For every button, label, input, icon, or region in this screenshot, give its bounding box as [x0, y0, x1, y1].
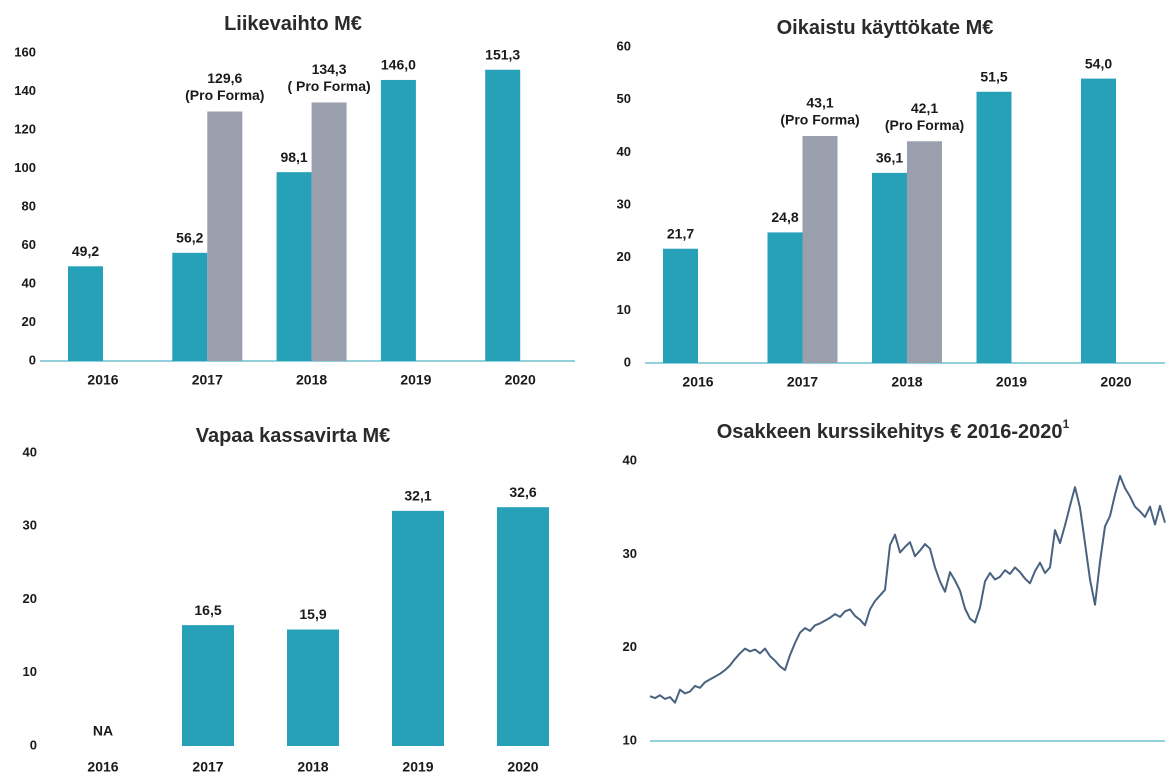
x-tick-label: 2018 — [296, 372, 327, 388]
value-note: (Pro Forma) — [885, 117, 964, 133]
y-tick-label: 120 — [14, 121, 36, 136]
x-tick-label: 2018 — [297, 759, 328, 773]
value-label: 134,3 — [312, 61, 347, 77]
chart-title: Vapaa kassavirta M€ — [196, 425, 391, 447]
title-text: Vapaa kassavirta M€ — [196, 425, 391, 447]
chart-title: Liikevaihto M€ — [224, 13, 362, 35]
chart-title: Osakkeen kurssikehitys € 2016-20201 — [717, 417, 1070, 443]
value-label: 16,5 — [194, 602, 221, 618]
y-tick-label: 60 — [617, 38, 631, 53]
bar — [311, 102, 347, 361]
y-tick-label: 30 — [23, 518, 37, 533]
x-tick-label: 2019 — [402, 759, 433, 773]
value-note: ( Pro Forma) — [287, 78, 370, 94]
value-label: 42,1 — [911, 100, 938, 116]
y-tick-label: 0 — [29, 352, 36, 367]
value-label: 151,3 — [485, 46, 520, 62]
price-line — [649, 474, 1166, 704]
y-tick-label: 80 — [22, 198, 36, 213]
y-tick-label: 20 — [617, 249, 631, 264]
y-tick-label: 10 — [623, 732, 637, 747]
x-tick-label: 2017 — [192, 372, 223, 388]
value-label: 15,9 — [299, 606, 326, 622]
value-label: 98,1 — [280, 149, 307, 165]
title-text: Oikaistu käyttökate M€ — [777, 17, 994, 39]
y-tick-label: 30 — [617, 196, 631, 211]
value-label: 129,6 — [207, 70, 242, 86]
bar — [276, 172, 312, 361]
x-tick-label: 2018 — [891, 374, 922, 390]
x-tick-label: 2020 — [505, 372, 536, 388]
value-label: 36,1 — [876, 150, 903, 166]
y-tick-label: 30 — [623, 546, 637, 561]
value-label: 51,5 — [980, 68, 1007, 84]
bar — [872, 172, 907, 363]
y-tick-label: 40 — [623, 452, 637, 467]
y-tick-label: 10 — [617, 302, 631, 317]
chart-title: Oikaistu käyttökate M€ — [777, 17, 994, 39]
value-label: 24,8 — [771, 209, 798, 225]
bar — [907, 141, 942, 363]
x-tick-label: 2020 — [1100, 374, 1131, 390]
y-tick-label: 40 — [22, 275, 36, 290]
y-tick-label: 0 — [624, 354, 631, 369]
bar — [802, 136, 838, 363]
bar — [172, 252, 208, 361]
title-text: Liikevaihto M€ — [224, 13, 362, 35]
value-label: NA — [93, 723, 113, 739]
y-tick-label: 20 — [22, 314, 36, 329]
bar — [497, 507, 549, 746]
y-tick-label: 140 — [14, 83, 36, 98]
bar — [1081, 78, 1116, 363]
y-tick-label: 40 — [617, 144, 631, 159]
y-tick-label: 60 — [22, 237, 36, 252]
bar — [663, 248, 698, 363]
y-tick-label: 20 — [23, 591, 37, 606]
y-tick-label: 40 — [23, 444, 37, 459]
value-label: 54,0 — [1085, 55, 1112, 71]
value-label: 43,1 — [806, 95, 833, 111]
x-tick-label: 2016 — [87, 372, 118, 388]
value-label: 146,0 — [381, 57, 416, 73]
value-note: (Pro Forma) — [780, 112, 859, 128]
y-tick-label: 160 — [14, 44, 36, 59]
x-tick-label: 2019 — [400, 372, 431, 388]
x-tick-label: 2016 — [682, 374, 713, 390]
bar — [976, 91, 1012, 364]
x-tick-label: 2020 — [507, 759, 538, 773]
bar — [207, 111, 243, 362]
value-label: 32,1 — [404, 488, 431, 504]
value-label: 49,2 — [72, 243, 99, 259]
x-tick-label: 2019 — [996, 374, 1027, 390]
bar — [68, 266, 103, 361]
y-tick-label: 100 — [14, 160, 36, 175]
y-tick-label: 0 — [30, 737, 37, 752]
bar — [380, 79, 416, 361]
title-superscript: 1 — [1063, 417, 1070, 431]
bar — [767, 232, 803, 363]
y-tick-label: 10 — [23, 664, 37, 679]
bar — [182, 625, 234, 746]
value-label: 32,6 — [509, 484, 536, 500]
x-tick-label: 2017 — [192, 759, 223, 773]
y-tick-label: 50 — [617, 91, 631, 106]
bar — [485, 69, 521, 361]
value-note: (Pro Forma) — [185, 87, 264, 103]
y-tick-label: 20 — [623, 639, 637, 654]
title-text: Osakkeen kurssikehitys € 2016-2020 — [717, 421, 1063, 443]
bar — [287, 629, 339, 746]
value-label: 56,2 — [176, 230, 203, 246]
x-tick-label: 2017 — [787, 374, 818, 390]
bar — [392, 510, 444, 746]
value-label: 21,7 — [667, 225, 694, 241]
x-tick-label: 2016 — [87, 759, 118, 773]
